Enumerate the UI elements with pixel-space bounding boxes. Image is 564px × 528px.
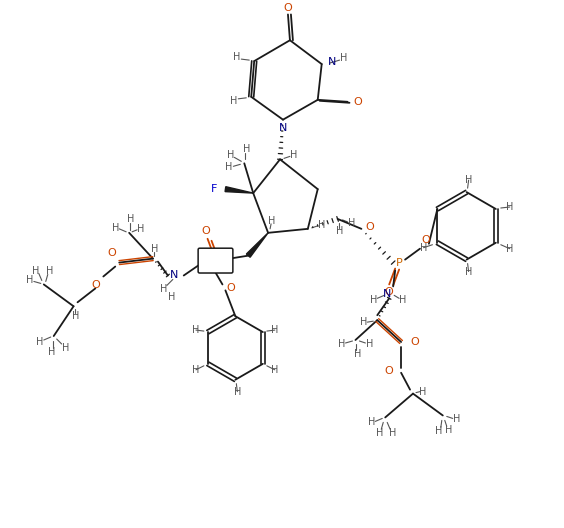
Text: N: N	[328, 57, 336, 67]
Text: H: H	[233, 386, 241, 397]
Text: H: H	[369, 295, 377, 305]
Text: F: F	[212, 184, 218, 194]
Text: H: H	[318, 220, 325, 230]
Text: H: H	[32, 266, 39, 276]
Text: O: O	[284, 3, 292, 13]
Text: N: N	[383, 289, 391, 299]
Text: H: H	[271, 325, 279, 335]
Text: H: H	[376, 428, 383, 438]
Text: O: O	[226, 284, 235, 294]
Text: H: H	[72, 311, 79, 321]
Text: H: H	[390, 428, 397, 438]
Text: H: H	[365, 339, 373, 349]
Text: O: O	[365, 222, 374, 232]
Text: H: H	[453, 414, 460, 425]
Text: P: P	[396, 258, 403, 268]
Text: H: H	[338, 339, 345, 349]
Text: H: H	[348, 218, 355, 228]
Text: H: H	[227, 150, 234, 161]
Text: O: O	[107, 248, 116, 258]
Text: O: O	[201, 226, 210, 236]
Text: H: H	[36, 337, 43, 347]
Text: O: O	[411, 337, 420, 347]
Text: N: N	[279, 122, 287, 133]
Text: H: H	[26, 276, 34, 286]
Text: H: H	[506, 202, 513, 212]
Text: H: H	[46, 266, 54, 276]
Text: H: H	[151, 244, 158, 253]
Text: H: H	[445, 426, 452, 435]
Polygon shape	[225, 187, 253, 193]
Text: O: O	[353, 97, 362, 107]
Text: H: H	[465, 175, 472, 185]
Text: H: H	[48, 347, 55, 357]
Text: H: H	[138, 224, 145, 234]
Text: H: H	[233, 52, 240, 62]
Text: H: H	[435, 426, 443, 436]
Text: H: H	[399, 295, 407, 305]
Text: H: H	[192, 325, 200, 335]
Text: H: H	[271, 365, 279, 375]
Polygon shape	[246, 233, 268, 257]
Text: H: H	[243, 145, 250, 154]
Text: H: H	[368, 418, 375, 427]
Text: H: H	[506, 244, 513, 253]
Text: H: H	[420, 243, 427, 253]
Text: H: H	[465, 267, 472, 277]
Text: H: H	[160, 285, 168, 295]
Text: H: H	[340, 53, 347, 63]
Text: H: H	[192, 365, 200, 375]
Text: O: O	[421, 235, 430, 245]
Text: O: O	[91, 280, 100, 290]
Text: Abs: Abs	[206, 255, 221, 264]
Text: H: H	[168, 293, 175, 303]
Text: H: H	[336, 226, 343, 236]
Text: H: H	[112, 223, 119, 233]
Text: H: H	[127, 214, 135, 224]
Text: H: H	[290, 150, 298, 161]
Text: H: H	[224, 162, 232, 172]
Text: O: O	[385, 287, 394, 297]
FancyBboxPatch shape	[198, 248, 233, 273]
Text: H: H	[268, 216, 276, 226]
Text: H: H	[354, 349, 361, 359]
Text: N: N	[170, 270, 178, 280]
Text: H: H	[360, 317, 367, 327]
Text: H: H	[62, 343, 69, 353]
Text: O: O	[385, 366, 394, 376]
Text: H: H	[230, 96, 237, 106]
Text: H: H	[419, 386, 426, 397]
